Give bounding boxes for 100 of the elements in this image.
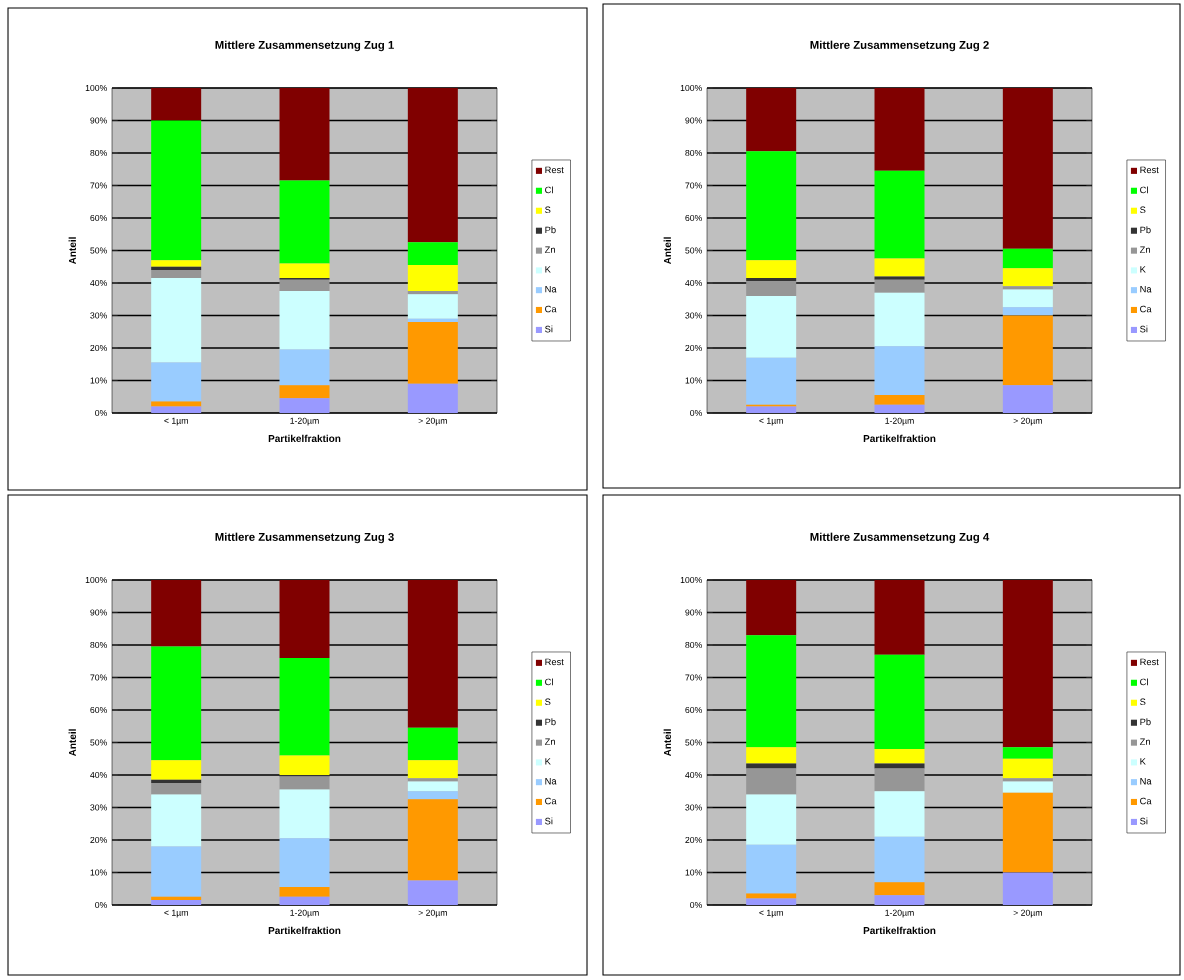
y-tick-label: 60% — [90, 706, 107, 714]
x-tick-label: 1-20µm — [290, 909, 319, 918]
legend-label: Ca — [1140, 797, 1152, 805]
y-tick-label: 80% — [90, 149, 107, 157]
x-axis-title: Partikelfraktion — [268, 434, 341, 443]
y-tick-label: 30% — [685, 312, 702, 319]
y-tick-label: 80% — [90, 641, 107, 649]
x-tick-label: < 1µm — [164, 417, 188, 426]
legend-label: S — [545, 698, 551, 706]
y-tick-label: 100% — [680, 84, 702, 92]
x-tick-label: > 20µm — [1013, 417, 1042, 426]
y-tick-label: 100% — [680, 576, 702, 584]
y-tick-label: 10% — [90, 869, 107, 876]
x-tick-label: > 20µm — [418, 417, 447, 426]
x-tick-label: < 1µm — [759, 909, 783, 918]
legend-label: Pb — [545, 226, 556, 234]
x-tick-label: 1-20µm — [290, 417, 319, 426]
legend-label: Zn — [1139, 738, 1150, 745]
legend-label: Zn — [1139, 246, 1150, 253]
x-tick-label: < 1µm — [759, 417, 783, 426]
y-tick-label: 100% — [85, 576, 107, 584]
legend-label: K — [545, 266, 551, 273]
x-tick-label: 1-20µm — [885, 417, 914, 426]
y-tick-label: 0% — [690, 409, 702, 417]
legend-label: Na — [1140, 777, 1152, 785]
legend-label: Pb — [545, 718, 556, 726]
y-tick-label: 90% — [685, 117, 702, 124]
y-tick-label: 50% — [685, 247, 702, 254]
y-tick-label: 60% — [685, 706, 702, 714]
y-tick-label: 40% — [90, 279, 107, 287]
legend-label: S — [1140, 206, 1146, 214]
legend-label: Cl — [545, 678, 553, 686]
y-tick-label: 20% — [685, 344, 702, 352]
y-tick-label: 10% — [685, 377, 702, 384]
y-tick-label: 100% — [85, 84, 107, 92]
chart-title: Mittlere Zusammensetzung Zug 3 — [215, 532, 394, 544]
legend-label: Zn — [544, 246, 555, 253]
x-tick-label: < 1µm — [164, 909, 188, 918]
y-tick-label: 40% — [90, 771, 107, 779]
x-tick-label: > 20µm — [1013, 909, 1042, 918]
y-tick-label: 0% — [690, 901, 702, 909]
legend-label: Rest — [545, 166, 564, 174]
y-tick-label: 80% — [685, 149, 702, 157]
legend-label: Na — [1140, 285, 1152, 293]
y-tick-label: 80% — [685, 641, 702, 649]
legend-label: Cl — [545, 186, 553, 194]
legend-label: Ca — [545, 305, 557, 313]
legend-label: Cl — [1140, 678, 1148, 686]
y-tick-label: 90% — [90, 609, 107, 616]
legend-label: Pb — [1140, 226, 1151, 234]
y-tick-label: 70% — [90, 182, 107, 189]
y-tick-label: 50% — [90, 739, 107, 746]
legend-label: Pb — [1140, 718, 1151, 726]
y-tick-label: 30% — [685, 804, 702, 811]
y-tick-label: 50% — [685, 739, 702, 746]
chart-title: Mittlere Zusammensetzung Zug 2 — [810, 40, 989, 52]
x-axis-title: Partikelfraktion — [268, 926, 341, 935]
y-tick-label: 70% — [685, 674, 702, 681]
legend-label: Rest — [545, 658, 564, 666]
legend-label: S — [1140, 698, 1146, 706]
legend-label: Si — [1140, 817, 1148, 825]
legend-label: S — [545, 206, 551, 214]
legend-label: Si — [545, 325, 553, 333]
chart-title: Mittlere Zusammensetzung Zug 4 — [810, 532, 990, 544]
legend-label: Cl — [1140, 186, 1148, 194]
legend-label: Ca — [1140, 305, 1152, 313]
legend-label: Si — [1140, 325, 1148, 333]
y-axis-title: Anteil — [663, 237, 671, 265]
y-tick-label: 20% — [90, 836, 107, 844]
y-tick-label: 50% — [90, 247, 107, 254]
y-tick-label: 0% — [95, 409, 107, 417]
chart-title: Mittlere Zusammensetzung Zug 1 — [215, 40, 394, 52]
legend-label: Zn — [544, 738, 555, 745]
y-tick-label: 30% — [90, 804, 107, 811]
y-axis-title: Anteil — [68, 729, 76, 757]
legend-label: Na — [545, 777, 557, 785]
legend-label: K — [1140, 266, 1146, 273]
y-tick-label: 30% — [90, 312, 107, 319]
legend-label: Na — [545, 285, 557, 293]
legend-label: Si — [545, 817, 553, 825]
y-tick-label: 60% — [90, 214, 107, 222]
y-axis-title: Anteil — [68, 237, 76, 265]
legend-label: K — [1140, 758, 1146, 765]
legend-label: K — [545, 758, 551, 765]
legend-label: Rest — [1140, 166, 1159, 174]
y-tick-label: 90% — [685, 609, 702, 616]
y-tick-label: 20% — [90, 344, 107, 352]
y-tick-label: 20% — [685, 836, 702, 844]
y-tick-label: 10% — [685, 869, 702, 876]
y-tick-label: 70% — [90, 674, 107, 681]
legend-label: Rest — [1140, 658, 1159, 666]
y-axis-title: Anteil — [663, 729, 671, 757]
legend-label: Ca — [545, 797, 557, 805]
y-tick-label: 40% — [685, 279, 702, 287]
y-tick-label: 10% — [90, 377, 107, 384]
x-axis-title: Partikelfraktion — [863, 926, 936, 935]
y-tick-label: 40% — [685, 771, 702, 779]
y-tick-label: 90% — [90, 117, 107, 124]
x-tick-label: 1-20µm — [885, 909, 914, 918]
x-tick-label: > 20µm — [418, 909, 447, 918]
